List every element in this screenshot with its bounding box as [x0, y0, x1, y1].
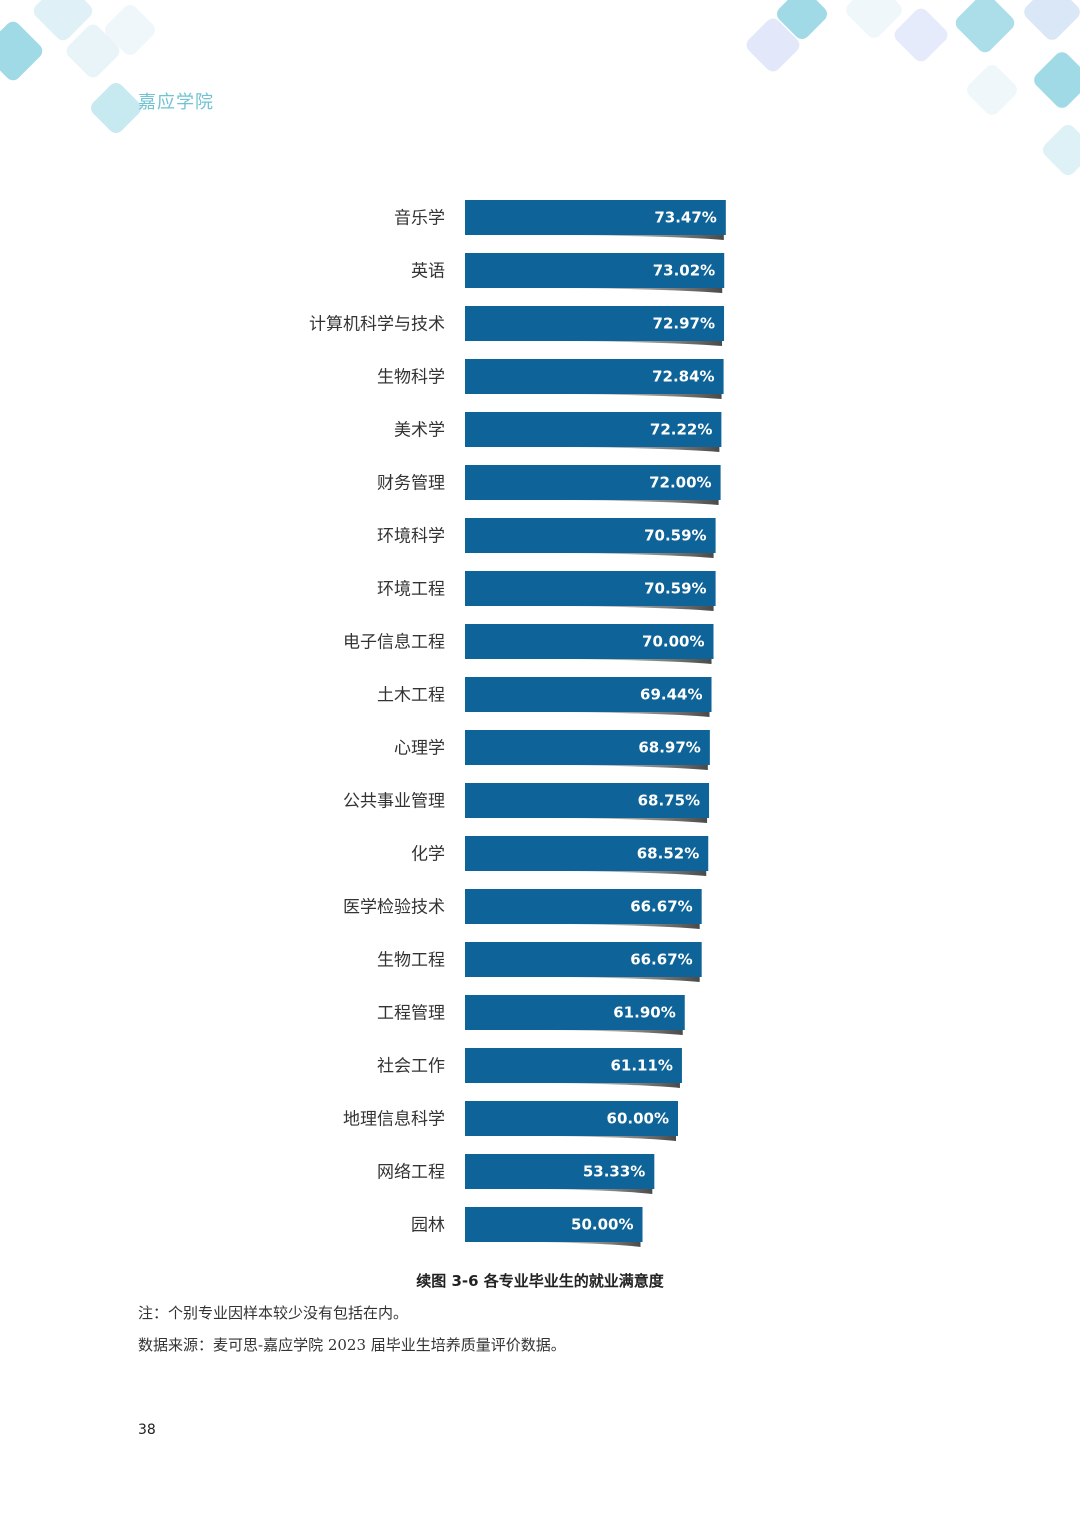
- bar-value-label: 68.52%: [637, 845, 699, 863]
- bar: [465, 836, 709, 871]
- bar: [465, 1207, 643, 1242]
- bar-value-label: 60.00%: [607, 1110, 669, 1128]
- bar: [465, 889, 702, 924]
- category-label: 生物科学: [377, 368, 445, 388]
- bar-shadow: [527, 1242, 641, 1247]
- bar-value-label: 53.33%: [583, 1163, 645, 1181]
- bar-value-label: 70.59%: [644, 580, 706, 598]
- data-source-note: 数据来源：麦可思-嘉应学院 2023 届毕业生培养质量评价数据。: [138, 1336, 566, 1354]
- bar: [465, 253, 725, 288]
- bar-shadow: [554, 500, 719, 505]
- chart-note: 注：个别专业因样本较少没有包括在内。: [138, 1304, 409, 1322]
- decorative-tiles-right: [746, 0, 1080, 175]
- bar-value-label: 61.90%: [613, 1004, 675, 1022]
- bar: [465, 624, 714, 659]
- bar-shadow: [547, 977, 700, 982]
- category-label: 音乐学: [394, 209, 445, 229]
- bar: [465, 1154, 655, 1189]
- bar-shadow: [547, 924, 700, 929]
- category-label: 化学: [411, 845, 445, 865]
- header-decoration: [0, 0, 1080, 175]
- bar-value-label: 72.84%: [652, 368, 714, 386]
- category-label: 环境科学: [377, 527, 445, 547]
- bar-value-label: 68.97%: [638, 739, 700, 757]
- category-label: 土木工程: [377, 686, 445, 706]
- category-label: 网络工程: [377, 1163, 445, 1183]
- bar-shadow: [550, 818, 708, 823]
- bar: [465, 412, 722, 447]
- bar: [465, 783, 710, 818]
- bar: [465, 942, 702, 977]
- bar-shadow: [541, 1030, 683, 1035]
- bar: [465, 359, 724, 394]
- bar-value-label: 61.11%: [610, 1057, 672, 1075]
- page-number: 38: [138, 1422, 156, 1438]
- bar-shadow: [540, 1083, 680, 1088]
- category-label: 生物工程: [377, 951, 445, 971]
- bar-shadow: [554, 447, 720, 452]
- category-label: 英语: [411, 262, 445, 282]
- bar: [465, 1101, 678, 1136]
- bar: [465, 995, 685, 1030]
- category-label: 园林: [411, 1216, 445, 1236]
- category-label: 地理信息科学: [343, 1110, 445, 1130]
- bar-shadow: [550, 765, 708, 770]
- category-label: 财务管理: [377, 474, 445, 494]
- category-label: 医学检验技术: [343, 898, 445, 918]
- bar-shadow: [551, 712, 710, 717]
- bar-shadow: [555, 394, 722, 399]
- bar-value-label: 66.67%: [630, 898, 692, 916]
- bar-shadow: [555, 288, 723, 293]
- bar-value-label: 73.02%: [653, 262, 715, 280]
- bar-value-label: 73.47%: [654, 209, 716, 227]
- category-label: 社会工作: [377, 1057, 445, 1077]
- bar: [465, 200, 726, 235]
- bar-shadow: [550, 871, 707, 876]
- bar-shadow: [552, 606, 714, 611]
- decorative-tiles-left: [0, 0, 155, 133]
- chart-title: 续图 3-6 各专业毕业生的就业满意度: [416, 1272, 664, 1290]
- bar-shadow: [555, 341, 723, 346]
- category-label: 美术学: [394, 421, 445, 441]
- bar-shadow: [539, 1136, 676, 1141]
- bar-value-label: 68.75%: [638, 792, 700, 810]
- bar: [465, 730, 710, 765]
- bar-shadow: [552, 553, 714, 558]
- bar-value-label: 50.00%: [571, 1216, 633, 1234]
- bar-value-label: 66.67%: [630, 951, 692, 969]
- category-label: 环境工程: [377, 580, 445, 600]
- bar-shadow: [531, 1189, 653, 1194]
- category-label: 工程管理: [377, 1004, 445, 1024]
- bar-shadow: [551, 659, 712, 664]
- bar: [465, 465, 721, 500]
- bar-value-label: 72.22%: [650, 421, 712, 439]
- bar: [465, 571, 716, 606]
- bar-value-label: 70.59%: [644, 527, 706, 545]
- bar-value-label: 72.00%: [649, 474, 711, 492]
- bar-value-label: 69.44%: [640, 686, 702, 704]
- category-label: 心理学: [394, 739, 445, 759]
- bar: [465, 677, 712, 712]
- bar-value-label: 72.97%: [653, 315, 715, 333]
- bar-value-label: 70.00%: [642, 633, 704, 651]
- category-label: 公共事业管理: [343, 792, 445, 812]
- bar: [465, 1048, 682, 1083]
- category-label: 计算机科学与技术: [309, 315, 445, 335]
- bar-shadow: [556, 235, 724, 240]
- satisfaction-bar-chart: 音乐学 73.47% 英语 73.02% 计算机科学与技术 72.97% 生物科学 72.84…: [309, 200, 726, 1247]
- bar: [465, 518, 716, 553]
- bar: [465, 306, 725, 341]
- school-name: 嘉应学院: [138, 92, 214, 113]
- category-label: 电子信息工程: [343, 633, 445, 653]
